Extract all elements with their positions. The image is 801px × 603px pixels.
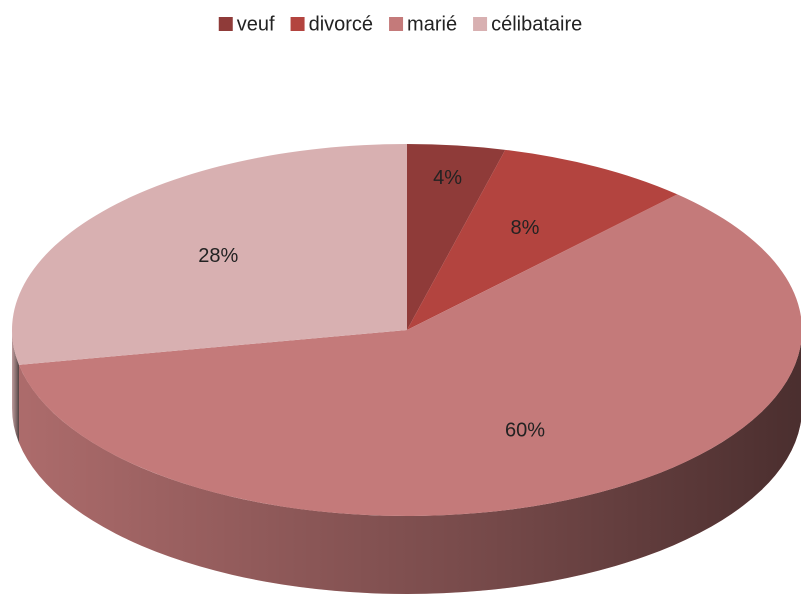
slice bbox=[407, 149, 678, 330]
data-label: 8% bbox=[511, 217, 540, 239]
legend-swatch bbox=[389, 17, 404, 31]
slice bbox=[18, 194, 801, 517]
slice bbox=[407, 144, 506, 330]
legend: veuf divorcé marié célibataire bbox=[218, 13, 582, 35]
data-label: 60% bbox=[505, 419, 545, 441]
legend-label: veuf bbox=[237, 13, 275, 35]
legend-swatch bbox=[218, 17, 233, 31]
slice bbox=[11, 144, 408, 365]
legend-label: divorcé bbox=[309, 13, 373, 35]
data-label: 28% bbox=[198, 245, 238, 267]
legend-label: célibataire bbox=[491, 13, 582, 35]
legend-swatch bbox=[290, 17, 305, 31]
legend-swatch bbox=[473, 17, 488, 31]
legend-label: marié bbox=[407, 13, 457, 35]
data-label: 4% bbox=[433, 167, 462, 189]
slice-side-shade bbox=[12, 330, 19, 443]
slice-side-shade bbox=[18, 342, 801, 594]
